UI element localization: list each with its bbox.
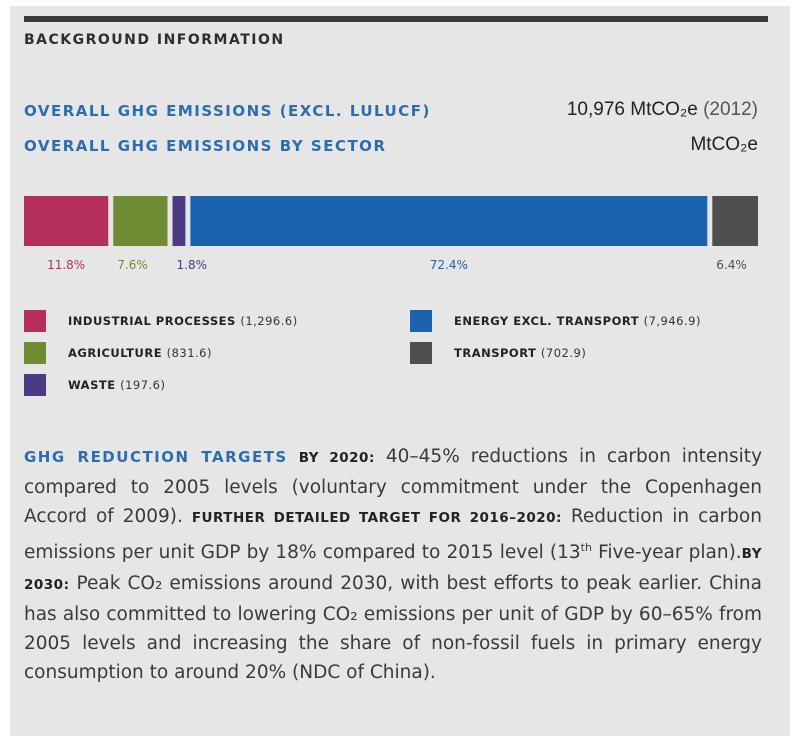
targets-heading: GHG REDUCTION TARGETS (24, 448, 288, 466)
legend-name-industrial: INDUSTRIAL PROCESSES (68, 314, 236, 328)
overall-emissions-year: (2012) (703, 99, 758, 120)
targets-further-label: FURTHER DETAILED TARGET FOR 2016–2020: (191, 510, 562, 526)
targets-2020-label: BY 2020: (298, 450, 375, 466)
targets-further-sup: th (580, 541, 592, 554)
legend-swatch-industrial (24, 310, 46, 332)
legend-swatch-agriculture (24, 342, 46, 364)
data-label-energy: 72.4% (430, 258, 468, 272)
bar-segment-energy (190, 196, 708, 246)
legend-name-transport: TRANSPORT (454, 346, 537, 360)
legend-swatch-energy (410, 310, 432, 332)
targets-2030-label: BY 2030: (24, 546, 762, 594)
data-label-industrial: 11.8% (47, 258, 85, 272)
targets-further-text-a: Reduction in carbon emissions per unit G… (24, 506, 762, 564)
section-label: BACKGROUND INFORMATION (24, 32, 285, 48)
bar-segment-agriculture (113, 196, 168, 246)
legend-value-energy: (7,946.9) (643, 314, 701, 328)
data-label-waste: 1.8% (177, 258, 208, 272)
overall-emissions-value: 10,976 MtCO₂e (2012) (567, 99, 758, 121)
targets-2020-text: 40–45% reductions in carbon intensity co… (24, 446, 763, 527)
legend-value-transport: (702.9) (540, 346, 587, 360)
top-rule (24, 16, 768, 22)
legend-value-agriculture: (831.6) (166, 346, 212, 360)
legend-swatch-waste (24, 374, 46, 396)
legend-name-waste: WASTE (68, 378, 116, 392)
by-sector-label: OVERALL GHG EMISSIONS BY SECTOR (24, 137, 387, 155)
legend-value-waste: (197.6) (120, 378, 166, 392)
data-label-transport: 6.4% (716, 258, 747, 272)
by-sector-unit: MtCO₂e (690, 134, 758, 155)
legend-swatch-transport (410, 342, 432, 364)
reduction-targets-text: GHG REDUCTION TARGETS BY 2020: 40–45% re… (24, 442, 762, 687)
sector-stacked-bar-chart: 11.8% 7.6% 1.8% 72.4% 6.4% (24, 196, 758, 272)
bar-segment-waste (172, 196, 186, 246)
overall-emissions-amount: 10,976 MtCO₂e (566, 99, 698, 120)
bar-segment-industrial (24, 196, 109, 246)
legend-value-industrial: (1,296.6) (240, 314, 298, 328)
legend-name-agriculture: AGRICULTURE (68, 346, 163, 360)
legend-name-energy: ENERGY EXCL. TRANSPORT (454, 314, 640, 328)
overall-emissions-label: OVERALL GHG EMISSIONS (EXCL. LULUCF) (24, 102, 431, 120)
bar-segment-transport (712, 196, 758, 246)
data-label-agriculture: 7.6% (117, 258, 148, 272)
targets-further-text-b: Five-year plan). (598, 542, 742, 564)
background-information-panel: BACKGROUND INFORMATION OVERALL GHG EMISS… (10, 6, 790, 736)
targets-2030-text: Peak CO₂ emissions around 2030, with bes… (24, 573, 762, 684)
